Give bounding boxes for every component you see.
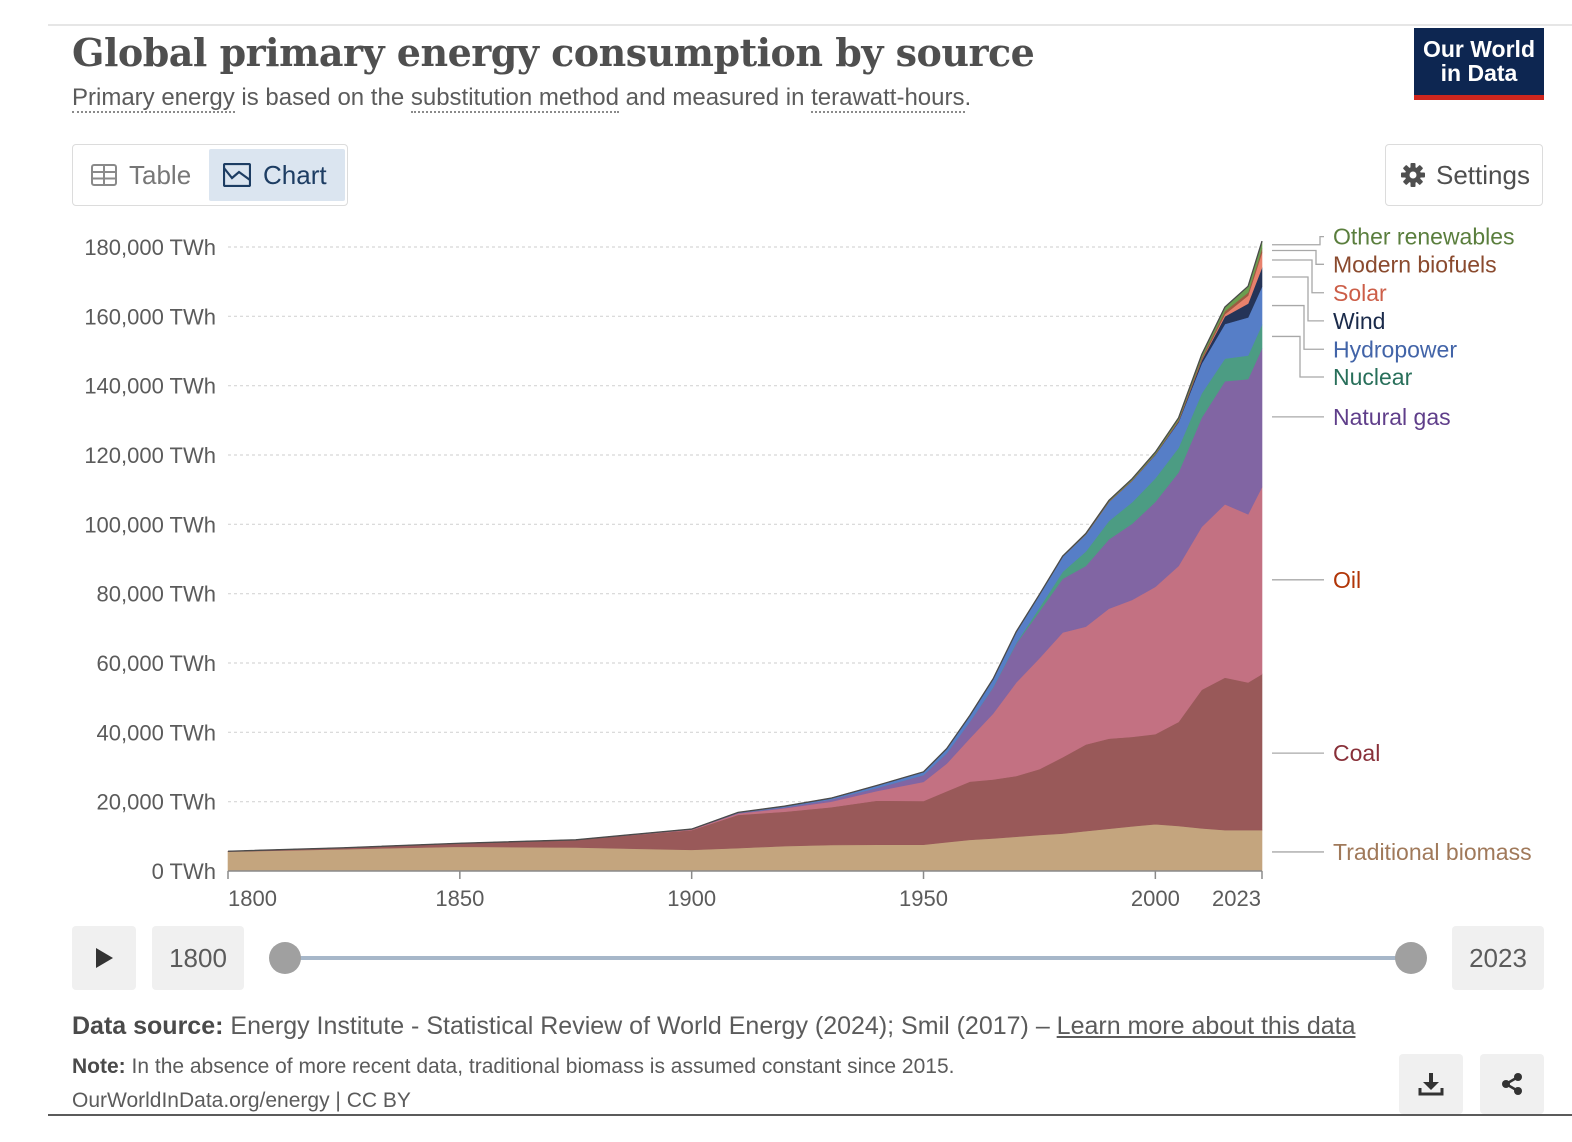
subtitle-text-3: . xyxy=(964,84,972,111)
timeline-start-handle[interactable] xyxy=(269,942,301,974)
primary-energy-link[interactable]: Primary energy xyxy=(72,84,235,113)
bottom-divider xyxy=(48,1114,1572,1116)
view-toggle: Table Chart xyxy=(72,144,348,206)
learn-more-link[interactable]: Learn more about this data xyxy=(1056,1012,1356,1040)
series-label[interactable]: Oil xyxy=(1333,567,1361,593)
series-label[interactable]: Solar xyxy=(1333,280,1387,306)
series-label[interactable]: Other renewables xyxy=(1333,224,1515,250)
chart-subtitle: Primary energy is based on the substitut… xyxy=(72,84,972,113)
y-tick-label: 180,000 TWh xyxy=(84,235,216,260)
timeline-end-handle[interactable] xyxy=(1395,942,1427,974)
label-connector xyxy=(1272,304,1324,350)
top-divider xyxy=(48,24,1572,26)
data-source-text: Energy Institute - Statistical Review of… xyxy=(223,1012,1057,1040)
share-icon xyxy=(1502,1073,1522,1095)
label-connector xyxy=(1272,235,1324,246)
data-source: Data source: Energy Institute - Statisti… xyxy=(72,1012,1355,1041)
label-connector xyxy=(1272,335,1324,378)
y-tick-label: 20,000 TWh xyxy=(97,790,216,815)
chart-note: Note: In the absence of more recent data… xyxy=(72,1055,954,1079)
download-icon xyxy=(1418,1073,1444,1096)
chart-tab-label: Chart xyxy=(263,159,327,190)
x-tick-label: 1950 xyxy=(899,886,948,911)
substitution-method-link[interactable]: substitution method xyxy=(410,84,619,113)
end-year-box[interactable]: 2023 xyxy=(1452,926,1544,990)
x-tick-label: 2000 xyxy=(1131,886,1180,911)
play-icon xyxy=(96,948,113,968)
logo-line-2: in Data xyxy=(1440,60,1518,86)
subtitle-text-2: and measured in xyxy=(618,84,812,111)
share-button[interactable] xyxy=(1480,1054,1544,1114)
series-label[interactable]: Natural gas xyxy=(1333,404,1451,430)
series-label[interactable]: Hydropower xyxy=(1333,336,1457,362)
table-tab[interactable]: Table xyxy=(77,149,207,201)
table-tab-label: Table xyxy=(129,159,192,190)
subtitle-text-1: is based on the xyxy=(234,84,411,111)
download-button[interactable] xyxy=(1399,1054,1463,1114)
note-text: In the absence of more recent data, trad… xyxy=(125,1055,955,1078)
series-label[interactable]: Wind xyxy=(1333,308,1385,334)
energy-area-chart: 0 TWh 20,000 TWh 40,000 TWh 60,000 TWh 80,00… xyxy=(84,224,1532,911)
series-label[interactable]: Modern biofuels xyxy=(1333,251,1497,277)
y-tick-label: 80,000 TWh xyxy=(97,582,216,607)
series-label[interactable]: Traditional biomass xyxy=(1333,839,1532,865)
table-icon xyxy=(91,164,117,186)
y-tick-label: 60,000 TWh xyxy=(97,651,216,676)
y-tick-label: 120,000 TWh xyxy=(84,443,216,468)
x-tick-label: 2023 xyxy=(1212,886,1261,911)
y-tick-label: 0 TWh xyxy=(152,859,216,884)
series-label[interactable]: Coal xyxy=(1333,740,1380,766)
settings-button[interactable]: Settings xyxy=(1385,144,1543,206)
x-tick-label: 1900 xyxy=(667,886,716,911)
gear-icon xyxy=(1401,163,1425,187)
chart-title: Global primary energy consumption by sou… xyxy=(72,30,1035,75)
timeline-track[interactable] xyxy=(286,956,1410,960)
terawatt-hours-link[interactable]: terawatt-hours xyxy=(811,84,965,113)
start-year-box[interactable]: 1800 xyxy=(152,926,244,990)
chart-tab[interactable]: Chart xyxy=(209,149,345,201)
y-tick-label: 100,000 TWh xyxy=(84,512,216,537)
x-tick-label: 1800 xyxy=(228,886,277,911)
y-tick-label: 140,000 TWh xyxy=(84,374,216,399)
note-label: Note: xyxy=(72,1055,126,1078)
chart-icon xyxy=(223,163,251,187)
owid-logo[interactable]: Our World in Data xyxy=(1414,28,1544,100)
y-tick-label: 160,000 TWh xyxy=(84,304,216,329)
credit-line[interactable]: OurWorldInData.org/energy | CC BY xyxy=(72,1089,411,1112)
data-source-label: Data source: xyxy=(72,1012,224,1040)
label-connector xyxy=(1272,249,1324,265)
y-tick-label: 40,000 TWh xyxy=(97,720,216,745)
label-connector xyxy=(1272,276,1324,322)
x-tick-label: 1850 xyxy=(435,886,484,911)
logo-line-1: Our World xyxy=(1422,36,1535,62)
label-connector xyxy=(1272,259,1324,294)
total-outline xyxy=(227,240,1263,852)
play-button[interactable] xyxy=(72,926,136,990)
settings-label: Settings xyxy=(1436,159,1530,190)
series-label[interactable]: Nuclear xyxy=(1333,364,1413,390)
